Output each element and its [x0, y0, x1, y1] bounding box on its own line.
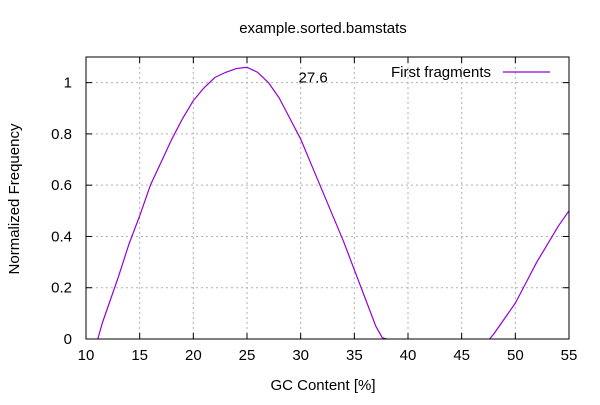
legend-label: First fragments: [391, 64, 491, 81]
series-line: [97, 66, 387, 340]
x-tick-label: 55: [561, 347, 578, 364]
x-tick-label: 40: [400, 347, 417, 364]
grid: [86, 57, 569, 339]
x-tick-label: 45: [453, 347, 470, 364]
x-tick-label: 25: [239, 347, 256, 364]
x-tick-label: 10: [78, 347, 95, 364]
y-axis-label: Normalized Frequency: [6, 123, 23, 274]
x-tick-label: 35: [346, 347, 363, 364]
x-axis-label: GC Content [%]: [270, 377, 375, 394]
y-tick-label: 0.2: [51, 280, 72, 297]
plot-border: [85, 56, 570, 340]
ticks: 10 15 20 25 30 35 40 45 50 55 0 0.2 0.4 0.6 0.8 1: [51, 57, 577, 364]
x-tick-label: 30: [292, 347, 309, 364]
legend: First fragments: [391, 64, 550, 81]
peak-annotation: 27.6: [299, 70, 328, 87]
series-layer: [97, 66, 570, 340]
y-tick-label: 1: [64, 75, 72, 92]
series-line: [489, 210, 570, 340]
y-tick-label: 0.6: [51, 177, 72, 194]
y-tick-label: 0.8: [51, 126, 72, 143]
x-tick-label: 15: [131, 347, 148, 364]
y-tick-label: 0.4: [51, 228, 72, 245]
x-tick-label: 50: [507, 347, 524, 364]
x-tick-label: 20: [185, 347, 202, 364]
chart-title: example.sorted.bamstats: [239, 20, 407, 37]
y-tick-label: 0: [64, 331, 72, 348]
